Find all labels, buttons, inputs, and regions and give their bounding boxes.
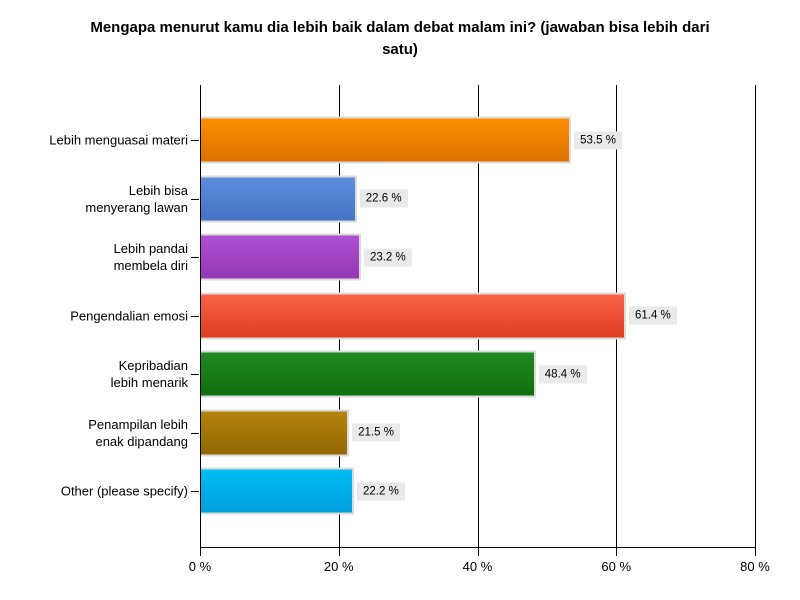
plot-area: Lebih menguasai materi 53.5 % Lebih bisa…	[49, 85, 770, 574]
category-tick	[191, 257, 199, 259]
x-tick-label: 40 %	[462, 559, 493, 574]
x-axis-tick	[755, 547, 756, 556]
x-axis-tick	[477, 547, 479, 556]
category-tick	[191, 315, 199, 317]
value-label: 48.4 %	[538, 365, 587, 384]
gridline	[755, 85, 756, 547]
bar: 23.2 %	[200, 233, 412, 281]
bar-row: Pengendalian emosi 61.4 %	[70, 287, 755, 346]
bar: 48.4 %	[200, 350, 587, 398]
category-label: Other (please specify)	[60, 483, 188, 499]
bar-row: Other (please specify) 22.2 %	[61, 462, 755, 521]
x-axis-tick	[200, 547, 201, 556]
category-label: Penampilan lebih enak dipandang	[88, 416, 188, 449]
x-tick-label: 80 %	[740, 559, 770, 574]
x-tick-label: 0 %	[188, 559, 212, 574]
bar: 22.2 %	[200, 467, 405, 515]
x-axis-tick	[616, 547, 618, 556]
chart-title: Mengapa menurut kamu dia lebih baik dala…	[90, 19, 710, 58]
bar: 22.6 %	[200, 175, 408, 223]
bar: 21.5 %	[200, 409, 400, 457]
category-tick	[191, 374, 199, 376]
category-tick	[191, 491, 199, 493]
category-tick	[191, 198, 199, 200]
bar-rows: Lebih menguasai materi 53.5 % Lebih bisa…	[49, 85, 755, 547]
value-label: 22.6 %	[359, 189, 408, 208]
value-label: 21.5 %	[352, 423, 400, 442]
category-label: Lebih menguasai materi	[49, 132, 188, 148]
bar: 53.5 %	[200, 116, 622, 164]
value-label: 22.2 %	[357, 482, 405, 501]
bar-row: Lebih menguasai materi 53.5 %	[49, 111, 755, 170]
category-label: Pengendalian emosi	[70, 308, 188, 324]
category-label: Lebih bisa menyerang lawan	[85, 182, 188, 215]
x-axis-tick	[338, 547, 340, 556]
category-label: Kepribadian lebih menarik	[110, 358, 188, 391]
x-tick-label: 60 %	[601, 559, 632, 574]
category-label: Lebih pandai membela diri	[113, 241, 188, 274]
bar-row: Kepribadian lebih menarik 48.4 %	[111, 345, 755, 404]
value-label: 61.4 %	[628, 306, 677, 325]
value-label: 23.2 %	[363, 248, 412, 267]
bar-row: Lebih pandai membela diri 23.2 %	[114, 228, 755, 287]
bar-row: Lebih bisa menyerang lawan 22.6 %	[85, 170, 755, 229]
y-axis-line	[200, 85, 201, 547]
category-tick	[191, 140, 199, 142]
bar: 61.4 %	[200, 292, 677, 340]
value-label: 53.5 %	[574, 131, 622, 150]
category-tick	[191, 432, 199, 434]
bar-row: Penampilan lebih enak dipandang 21.5 %	[88, 404, 755, 463]
x-tick-label: 20 %	[323, 559, 354, 574]
